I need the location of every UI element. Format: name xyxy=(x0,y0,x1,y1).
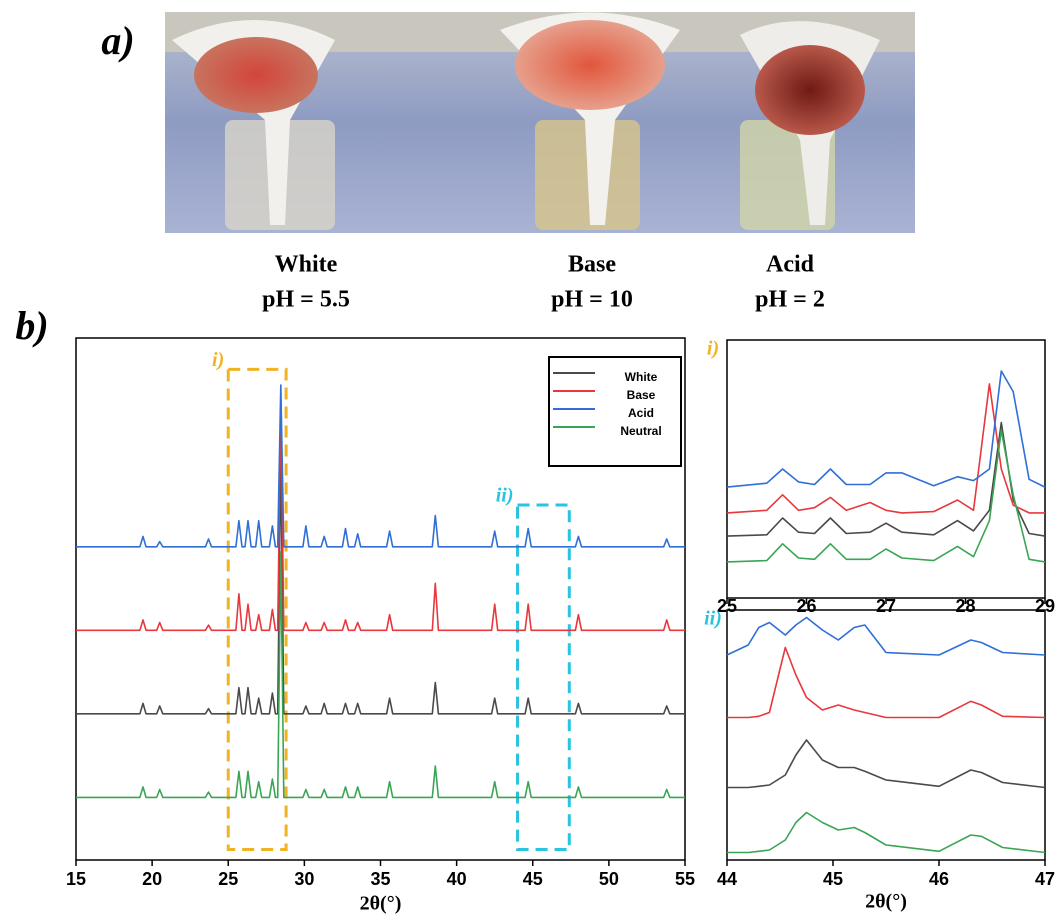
sample-ph: pH = 2 xyxy=(755,287,825,313)
data-line xyxy=(726,429,1046,563)
x-tick-label: 40 xyxy=(447,869,467,889)
sample-name: Base xyxy=(568,252,616,278)
x-axis-label: 2θ(°) xyxy=(865,891,907,913)
x-tick-label: 46 xyxy=(929,869,949,889)
x-tick-label: 30 xyxy=(294,869,314,889)
data-line xyxy=(76,384,685,548)
legend-label: Base xyxy=(627,388,656,402)
x-tick-label: 47 xyxy=(1035,869,1055,889)
data-line xyxy=(726,421,1046,537)
highlight-label: ii) xyxy=(496,485,514,507)
data-line xyxy=(726,370,1046,488)
x-tick-label: 15 xyxy=(66,869,86,889)
legend-label: Acid xyxy=(628,406,654,420)
data-line xyxy=(76,399,685,632)
photo xyxy=(165,12,915,233)
x-tick-label: 45 xyxy=(523,869,543,889)
legend-label: White xyxy=(625,370,658,384)
x-tick-label: 28 xyxy=(955,596,975,616)
data-line xyxy=(726,383,1045,514)
sample-name: Acid xyxy=(766,252,815,278)
legend-label: Neutral xyxy=(620,424,661,438)
plot-frame xyxy=(726,339,1046,599)
x-tick-label: 20 xyxy=(142,869,162,889)
x-tick-label: 45 xyxy=(823,869,843,889)
data-line xyxy=(76,452,685,715)
data-line xyxy=(726,616,1046,656)
plot-frame xyxy=(726,609,1046,861)
data-line xyxy=(727,811,1046,854)
data-line xyxy=(76,551,685,799)
highlight-box xyxy=(516,503,571,852)
x-tick-label: 55 xyxy=(675,869,695,889)
data-line xyxy=(727,646,1046,719)
x-tick-label: 26 xyxy=(796,596,816,616)
panel-label: a) xyxy=(101,18,134,63)
data-line xyxy=(727,739,1046,789)
x-tick-label: 44 xyxy=(717,869,737,889)
x-tick-label: 35 xyxy=(370,869,390,889)
sample-ph: pH = 10 xyxy=(551,287,633,313)
highlight-label: i) xyxy=(212,349,224,371)
sample-name: White xyxy=(275,252,338,278)
inset-label: i) xyxy=(707,338,719,360)
x-axis-label: 2θ(°) xyxy=(360,893,402,915)
inset-label: ii) xyxy=(704,608,722,630)
x-tick-label: 27 xyxy=(876,596,896,616)
x-tick-label: 50 xyxy=(599,869,619,889)
panel-label: b) xyxy=(15,303,48,348)
highlight-box xyxy=(226,367,288,852)
legend-box xyxy=(548,356,682,467)
sample-ph: pH = 5.5 xyxy=(262,287,350,313)
x-tick-label: 25 xyxy=(218,869,238,889)
